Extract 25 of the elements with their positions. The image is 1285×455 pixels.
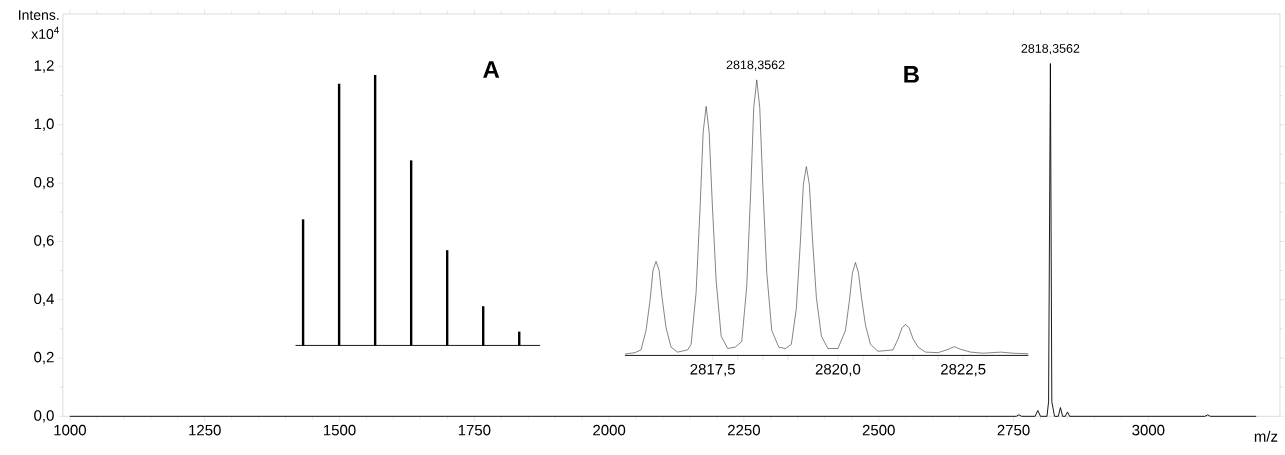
y-tick-label: 0,2 (34, 351, 54, 365)
x-tick-label: 2250 (728, 424, 760, 436)
y-tick-label: 0,4 (34, 293, 54, 306)
x-tick-label: 2000 (593, 424, 626, 436)
y-tick-label: 0,8 (34, 176, 54, 190)
x-tick-label: 2820,0 (815, 363, 861, 377)
x-tick-label: 1500 (324, 424, 356, 436)
annotation: 2818,3562 (726, 60, 785, 71)
x-tick-label: 3000 (1132, 424, 1165, 436)
chart-title: B (904, 65, 919, 83)
x-axis-title: m/z (1254, 430, 1278, 442)
x-tick-label: 2500 (862, 424, 895, 436)
x-tick-label: 1750 (458, 424, 491, 436)
chart-title: A (483, 61, 500, 78)
y-tick-label: 0,0 (34, 410, 54, 423)
y-tick-label: 1,2 (34, 60, 54, 73)
x-tick-label: 2822,5 (941, 363, 986, 377)
y-axis-title: Intens. x10$^{4}$ (19, 10, 59, 39)
y-tick-label: 0,6 (34, 235, 54, 248)
x-tick-label: 2817,5 (690, 363, 735, 377)
y-tick-label: 1,0 (34, 118, 54, 131)
x-tick-label: 1250 (189, 424, 221, 436)
annotation: 2818,3562 (1021, 43, 1080, 55)
x-tick-label: 1000 (54, 424, 86, 436)
x-tick-label: 2750 (997, 424, 1030, 436)
